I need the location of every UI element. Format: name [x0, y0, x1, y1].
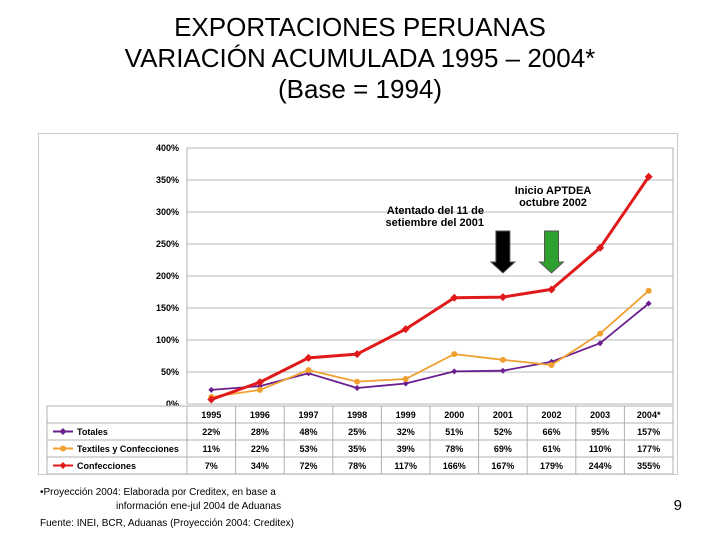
x-tick-label: 1998	[347, 410, 367, 420]
table-cell: 34%	[251, 461, 269, 471]
annotation-arrow-1	[538, 230, 565, 274]
legend-marker-0	[59, 428, 67, 435]
x-tick-label: 2004*	[637, 410, 661, 420]
x-tick-label: 1999	[396, 410, 416, 420]
table-cell: 167%	[491, 461, 514, 471]
table-cell: 35%	[348, 444, 366, 454]
data-point	[597, 340, 604, 347]
data-point	[645, 300, 652, 307]
table-cell: 61%	[542, 444, 560, 454]
table-cell: 244%	[589, 461, 612, 471]
data-point	[402, 376, 409, 383]
table-cell: 39%	[397, 444, 415, 454]
y-tick-label: 300%	[156, 207, 179, 217]
table-cell: 22%	[202, 427, 220, 437]
data-point	[451, 368, 458, 375]
legend-marker-2	[59, 462, 67, 469]
table-cell: 32%	[397, 427, 415, 437]
annotation-arrow-0	[489, 230, 517, 274]
data-point	[450, 293, 459, 302]
y-tick-label: 50%	[161, 367, 179, 377]
y-tick-label: 350%	[156, 175, 179, 185]
legend-label: Textiles y Confecciones	[77, 444, 179, 454]
table-cell: 78%	[348, 461, 366, 471]
legend-label: Totales	[77, 427, 108, 437]
data-point	[354, 378, 361, 385]
legend-marker-1	[60, 445, 66, 452]
data-point	[207, 395, 216, 404]
series-line-1	[211, 290, 650, 398]
data-point	[354, 385, 361, 391]
table-cell: 78%	[445, 444, 463, 454]
table-cell: 53%	[299, 444, 317, 454]
table-cell: 52%	[494, 427, 512, 437]
annotation-text: Inicio APTDEA	[515, 185, 592, 197]
title-line-3: (Base = 1994)	[277, 74, 443, 104]
data-point	[499, 356, 506, 363]
page-number: 9	[673, 497, 682, 514]
table-cell: 157%	[637, 427, 660, 437]
table-cell: 48%	[299, 427, 317, 437]
table-cell: 179%	[540, 461, 563, 471]
annotation-text: Atentado del 11 de	[387, 205, 484, 217]
x-tick-label: 2000	[444, 410, 464, 420]
series-line-2	[210, 175, 650, 401]
x-tick-label: 1997	[298, 410, 318, 420]
data-point	[353, 350, 362, 359]
y-tick-label: 200%	[156, 271, 179, 281]
table-cell: 69%	[494, 444, 512, 454]
data-point	[401, 325, 410, 334]
table-cell: 166%	[443, 461, 466, 471]
table-cell: 51%	[445, 427, 463, 437]
data-point	[208, 386, 215, 393]
footnote-source: Fuente: INEI, BCR, Aduanas (Proyección 2…	[40, 518, 295, 529]
table-cell: 11%	[203, 444, 221, 454]
table-cell: 7%	[205, 461, 218, 471]
table-cell: 117%	[394, 461, 417, 471]
annotation-text: setiembre del 2001	[386, 217, 484, 229]
data-point	[255, 378, 264, 387]
data-point	[451, 351, 458, 358]
x-tick-label: 2001	[493, 410, 513, 420]
data-point	[498, 293, 507, 302]
x-tick-label: 2002	[541, 410, 561, 420]
title-line-2: VARIACIÓN ACUMULADA 1995 – 2004*	[124, 43, 596, 73]
data-point	[645, 287, 652, 294]
table-cell: 72%	[299, 461, 317, 471]
data-point	[499, 367, 506, 374]
data-point	[548, 358, 555, 365]
data-point	[548, 361, 555, 368]
x-tick-label: 1995	[201, 410, 221, 420]
x-tick-label: 1996	[250, 410, 270, 420]
table-cell: 66%	[542, 427, 560, 437]
x-tick-label: 2003	[590, 410, 610, 420]
y-tick-label: 0%	[166, 399, 179, 409]
table-cell: 355%	[637, 461, 660, 471]
y-tick-label: 250%	[156, 239, 179, 249]
data-point	[402, 380, 409, 387]
table-cell: 22%	[251, 444, 269, 454]
y-tick-label: 400%	[156, 143, 179, 153]
legend-label: Confecciones	[77, 461, 136, 471]
data-point	[305, 367, 312, 374]
data-point	[547, 285, 556, 294]
footnote-projection-2: información ene-jul 2004 de Aduanas	[116, 501, 282, 512]
y-tick-label: 100%	[156, 335, 179, 345]
footnote-projection-1: •Proyección 2004: Elaborada por Creditex…	[40, 487, 276, 498]
annotation-text: octubre 2002	[519, 197, 587, 209]
title-line-1: EXPORTACIONES PERUANAS	[174, 12, 546, 42]
table-cell: 110%	[589, 444, 612, 454]
chart-frame: 0% 50% 100% 150% 200% 250% 300% 350% 400% Atentad…	[38, 133, 678, 475]
table-cell: 177%	[637, 444, 660, 454]
line-chart: 0% 50% 100% 150% 200% 250% 300% 350% 400% Atentad…	[46, 143, 674, 475]
data-point	[596, 243, 605, 252]
data-point	[304, 353, 313, 362]
data-point	[256, 386, 263, 393]
y-tick-label: 150%	[156, 303, 179, 313]
data-point	[644, 172, 653, 181]
table-cell: 95%	[591, 427, 609, 437]
table-cell: 28%	[251, 427, 269, 437]
data-point	[597, 330, 604, 337]
table-cell: 25%	[348, 427, 366, 437]
